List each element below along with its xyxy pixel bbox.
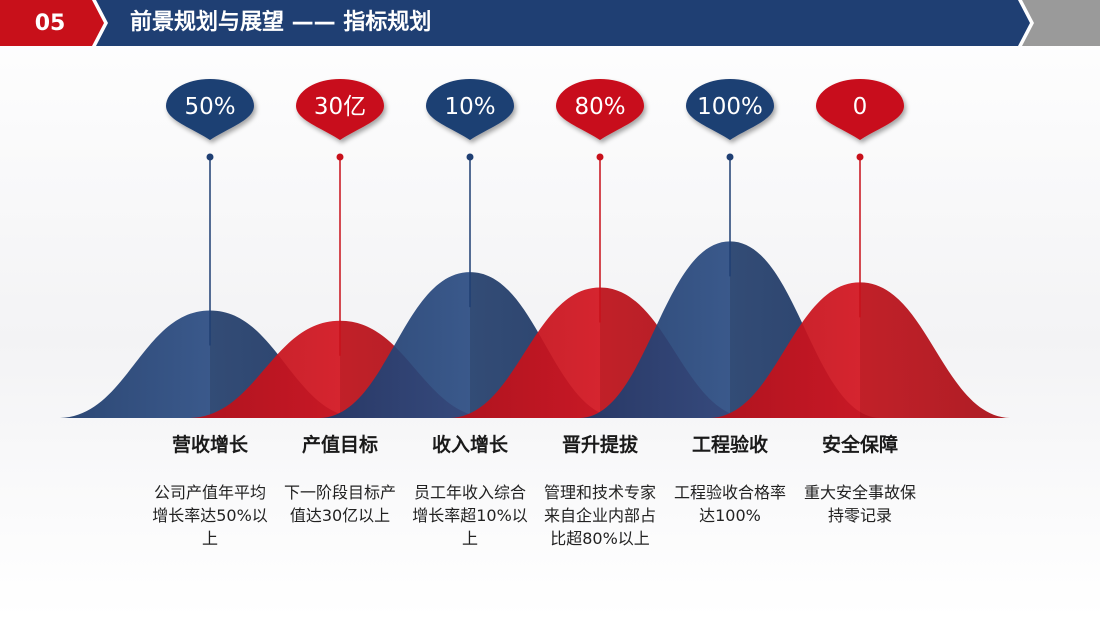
indicator-description: 重大安全事故保持零记录: [803, 483, 916, 525]
connector-dot-2: [336, 153, 344, 161]
header-gray-arrow: [1022, 0, 1100, 46]
bell-curve-chart: 50% 30亿 10% 80% 100% 0: [60, 79, 1010, 418]
indicator-name: 产值目标: [301, 434, 378, 456]
indicator-name: 晋升提拔: [561, 434, 638, 456]
indicator-name: 营收增长: [171, 434, 248, 456]
value-label-1: 50%: [184, 94, 235, 120]
value-label-4: 80%: [574, 94, 625, 120]
connector-dot-4: [596, 153, 604, 161]
indicator-column-4: 晋升提拔管理和技术专家来自企业内部占比超80%以上: [530, 430, 670, 550]
indicator-column-6: 安全保障重大安全事故保持零记录: [790, 430, 930, 527]
indicator-column-1: 营收增长公司产值年平均增长率达50%以上: [140, 430, 280, 550]
value-bubble-1: [166, 79, 254, 140]
indicator-description: 员工年收入综合增长率超10%以上: [412, 483, 528, 548]
indicator-name: 安全保障: [821, 434, 898, 456]
value-label-3: 10%: [444, 94, 495, 120]
header-shapes: [0, 0, 1100, 46]
value-bubble-3: [426, 79, 514, 140]
page-title: 前景规划与展望 —— 指标规划: [130, 10, 432, 35]
header-red-badge: [0, 0, 104, 46]
indicator-description: 公司产值年平均增长率达50%以上: [152, 483, 268, 548]
value-bubble-6: [816, 79, 904, 140]
indicator-name: 工程验收: [691, 434, 768, 456]
header-bar: 05 前景规划与展望 —— 指标规划: [0, 0, 1100, 46]
section-number: 05: [34, 10, 66, 36]
indicator-name: 收入增长: [431, 434, 508, 456]
value-bubble-5: [686, 79, 774, 140]
indicator-column-2: 产值目标下一阶段目标产值达30亿以上: [270, 430, 410, 527]
connector-dot-1: [206, 153, 214, 161]
indicator-column-5: 工程验收工程验收合格率达100%: [660, 430, 800, 527]
indicator-column-3: 收入增长员工年收入综合增长率超10%以上: [400, 430, 540, 550]
value-label-2: 30亿: [314, 94, 366, 120]
connector-dot-5: [726, 153, 734, 161]
value-bubble-4: [556, 79, 644, 140]
header-navy-band: [96, 0, 1030, 46]
indicator-description: 下一阶段目标产值达30亿以上: [283, 483, 396, 525]
connector-dot-6: [856, 153, 864, 161]
connector-dot-3: [466, 153, 474, 161]
indicator-description: 管理和技术专家来自企业内部占比超80%以上: [543, 483, 656, 548]
indicator-description: 工程验收合格率达100%: [673, 483, 786, 525]
value-bubble-2: [296, 79, 384, 140]
value-label-5: 100%: [697, 94, 763, 120]
value-label-6: 0: [853, 94, 868, 120]
bell-curve-6: [710, 282, 1010, 418]
